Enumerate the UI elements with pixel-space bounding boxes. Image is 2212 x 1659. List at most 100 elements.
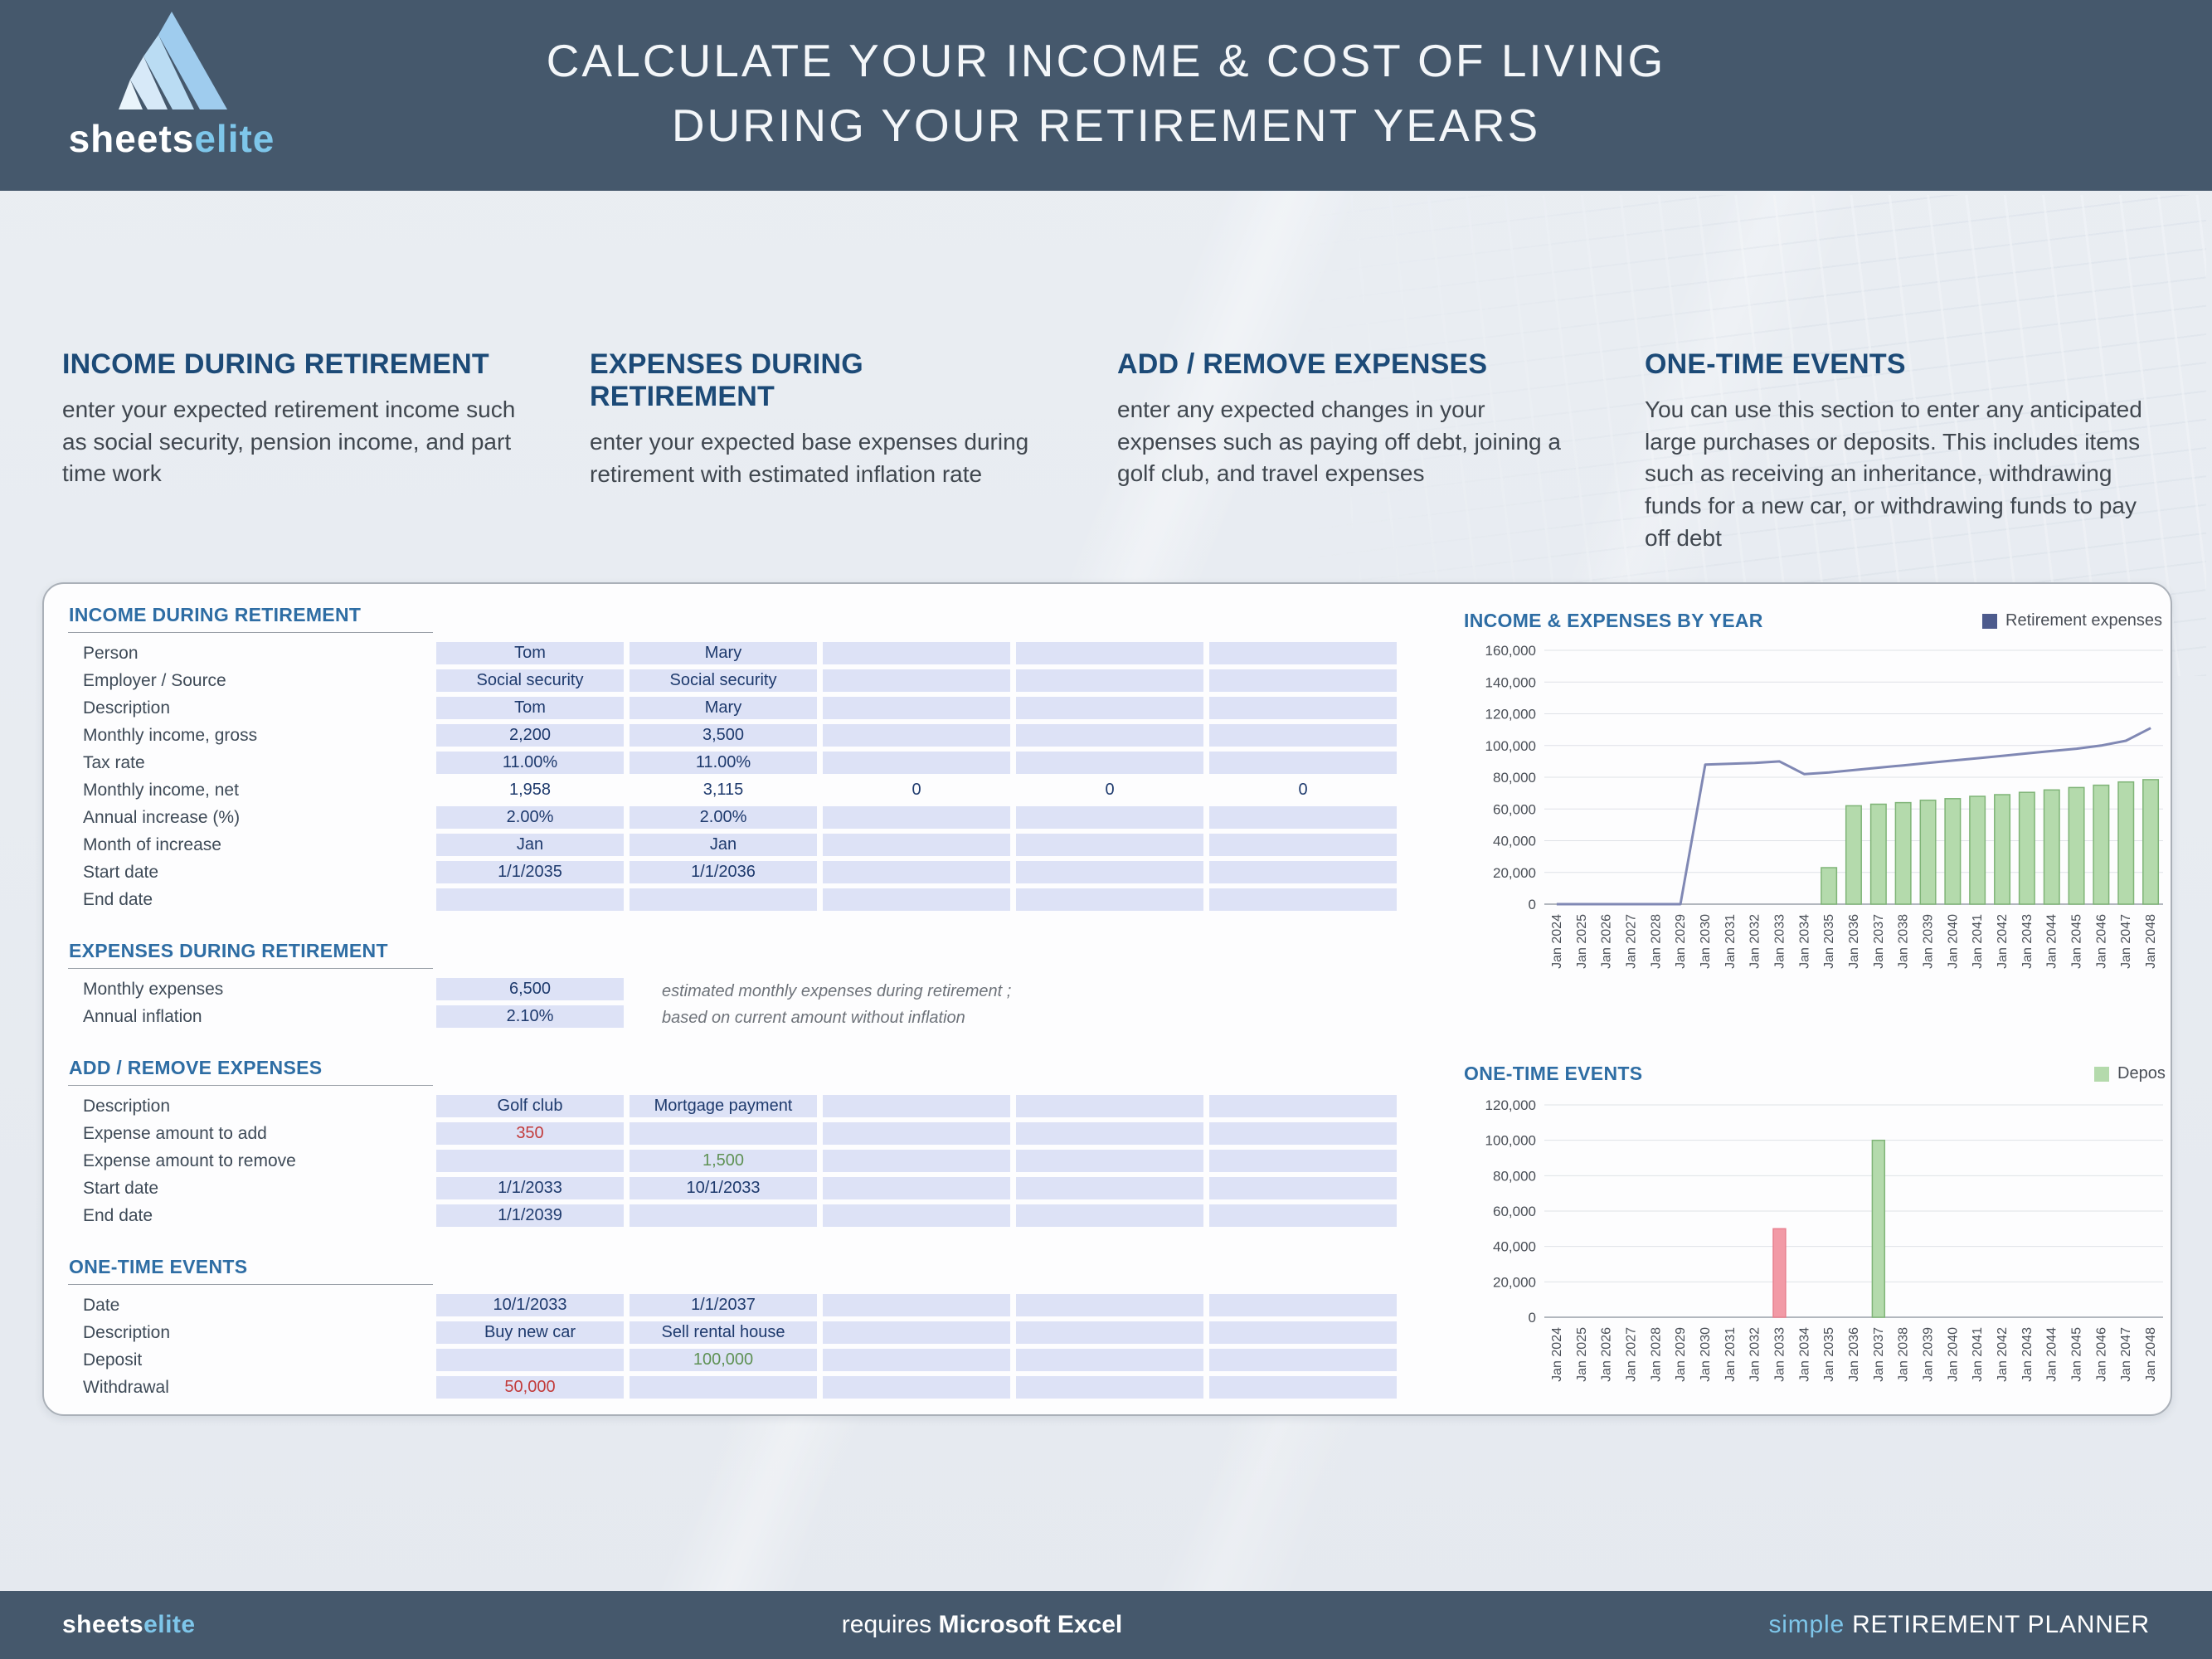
sheet-cell[interactable]	[823, 1349, 1010, 1371]
sheet-cell[interactable]	[1016, 669, 1203, 692]
sheet-cell[interactable]	[823, 834, 1010, 856]
sheet-cell[interactable]	[1016, 861, 1203, 883]
sheet-cell[interactable]	[1209, 834, 1397, 856]
sheet-cell[interactable]: 6,500	[436, 978, 624, 1000]
sheet-cell[interactable]: 100,000	[630, 1349, 817, 1371]
sheet-cell[interactable]	[1016, 752, 1203, 774]
sheet-cell[interactable]: 1/1/2035	[436, 861, 624, 883]
sheet-cell[interactable]	[823, 861, 1010, 883]
sheet-cell[interactable]: Social security	[630, 669, 817, 692]
sheet-cell[interactable]	[823, 1204, 1010, 1227]
sheet-cell[interactable]: 1/1/2036	[630, 861, 817, 883]
sheet-cell[interactable]	[823, 669, 1010, 692]
sheet-cell[interactable]	[1016, 806, 1203, 829]
sheet-cell[interactable]	[630, 888, 817, 911]
sheet-cell[interactable]	[1016, 1376, 1203, 1399]
sheet-cell[interactable]: 10/1/2033	[436, 1294, 624, 1316]
sheet-cell[interactable]: 1,500	[630, 1150, 817, 1172]
sheet-cell[interactable]	[1209, 888, 1397, 911]
sheet-cell[interactable]: Jan	[630, 834, 817, 856]
sheet-cell[interactable]	[1016, 1204, 1203, 1227]
sheet-cell[interactable]	[1209, 1321, 1397, 1344]
sheet-cell[interactable]	[1209, 1349, 1397, 1371]
sheet-cell[interactable]	[1016, 1349, 1203, 1371]
sheet-cell[interactable]	[1209, 669, 1397, 692]
sheet-cell[interactable]	[1209, 1150, 1397, 1172]
sheet-cell[interactable]	[630, 1122, 817, 1145]
sheet-section-add-remove-expenses: ADD / REMOVE EXPENSES Description Golf clu…	[68, 1057, 1445, 1229]
sheet-cell[interactable]	[823, 1376, 1010, 1399]
sheet-cell[interactable]	[1209, 752, 1397, 774]
sheet-cell[interactable]	[823, 1177, 1010, 1199]
sheet-cell[interactable]	[1016, 1177, 1203, 1199]
sheet-cell[interactable]	[436, 1349, 624, 1371]
sheet-cell[interactable]	[823, 1150, 1010, 1172]
sheet-cell[interactable]: 2.00%	[630, 806, 817, 829]
sheet-cell[interactable]: Mortgage payment	[630, 1095, 817, 1117]
sheet-cell[interactable]	[436, 888, 624, 911]
sheet-cell[interactable]: Mary	[630, 697, 817, 719]
sheet-cell[interactable]: 1/1/2039	[436, 1204, 624, 1227]
sheet-cell[interactable]	[1209, 1095, 1397, 1117]
sheet-cell[interactable]: Mary	[630, 642, 817, 664]
sheet-cell[interactable]	[1016, 1294, 1203, 1316]
sheet-cell[interactable]	[630, 1376, 817, 1399]
sheet-cell[interactable]	[823, 724, 1010, 747]
sheet-cell[interactable]: 0	[912, 781, 921, 799]
sheet-cell[interactable]	[1016, 888, 1203, 911]
sheet-cell[interactable]	[1209, 1294, 1397, 1316]
sheet-cell[interactable]: 2,200	[436, 724, 624, 747]
sheet-cell[interactable]	[1016, 1321, 1203, 1344]
sheet-cell[interactable]: Social security	[436, 669, 624, 692]
sheet-cell[interactable]	[1016, 1150, 1203, 1172]
sheet-cell[interactable]	[1016, 642, 1203, 664]
sheet-cell[interactable]	[1209, 1376, 1397, 1399]
sheet-cell[interactable]: 50,000	[436, 1376, 624, 1399]
sheet-cell[interactable]: 0	[1105, 781, 1115, 799]
sheet-cell[interactable]	[823, 1095, 1010, 1117]
sheet-cell[interactable]: Sell rental house	[630, 1321, 817, 1344]
sheet-cell[interactable]	[1209, 642, 1397, 664]
sheet-cell[interactable]: 3,115	[702, 781, 744, 799]
sheet-cell[interactable]: 1/1/2033	[436, 1177, 624, 1199]
sheet-cell[interactable]: 1,958	[508, 781, 552, 799]
sheet-cell[interactable]	[823, 888, 1010, 911]
sheet-cell[interactable]: 10/1/2033	[630, 1177, 817, 1199]
sheet-cell[interactable]	[1209, 806, 1397, 829]
sheet-cell[interactable]	[1209, 1204, 1397, 1227]
sheet-cell[interactable]	[823, 1122, 1010, 1145]
sheet-cell[interactable]: 3,500	[630, 724, 817, 747]
sheet-cell[interactable]	[630, 1204, 817, 1227]
sheet-cell[interactable]	[823, 752, 1010, 774]
svg-text:Jan 2036: Jan 2036	[1847, 914, 1861, 969]
sheet-cell[interactable]: Jan	[436, 834, 624, 856]
sheet-cell[interactable]: Buy new car	[436, 1321, 624, 1344]
sheet-cell[interactable]	[823, 1294, 1010, 1316]
svg-text:Jan 2026: Jan 2026	[1600, 1327, 1614, 1382]
sheet-cell[interactable]: 1/1/2037	[630, 1294, 817, 1316]
sheet-cell[interactable]	[1209, 697, 1397, 719]
sheet-cell[interactable]: 0	[1298, 781, 1308, 799]
sheet-cell[interactable]	[1016, 724, 1203, 747]
sheet-cell[interactable]	[823, 642, 1010, 664]
sheet-cell[interactable]	[1209, 1177, 1397, 1199]
sheet-cell[interactable]	[1016, 834, 1203, 856]
sheet-cell[interactable]	[1016, 697, 1203, 719]
sheet-cell[interactable]: 11.00%	[436, 752, 624, 774]
sheet-cell[interactable]	[823, 806, 1010, 829]
sheet-cell[interactable]: Tom	[436, 642, 624, 664]
sheet-cell[interactable]	[1016, 1122, 1203, 1145]
sheet-cell[interactable]	[1016, 1095, 1203, 1117]
sheet-cell[interactable]	[823, 697, 1010, 719]
sheet-cell[interactable]	[1209, 861, 1397, 883]
sheet-cell[interactable]	[1209, 724, 1397, 747]
sheet-cell[interactable]	[436, 1150, 624, 1172]
sheet-cell[interactable]	[1209, 1122, 1397, 1145]
sheet-cell[interactable]: Tom	[436, 697, 624, 719]
sheet-cell[interactable]: 11.00%	[630, 752, 817, 774]
sheet-cell[interactable]: Golf club	[436, 1095, 624, 1117]
sheet-cell[interactable]: 350	[436, 1122, 624, 1145]
sheet-cell[interactable]	[823, 1321, 1010, 1344]
sheet-cell[interactable]: 2.00%	[436, 806, 624, 829]
sheet-cell[interactable]: 2.10%	[436, 1005, 624, 1028]
